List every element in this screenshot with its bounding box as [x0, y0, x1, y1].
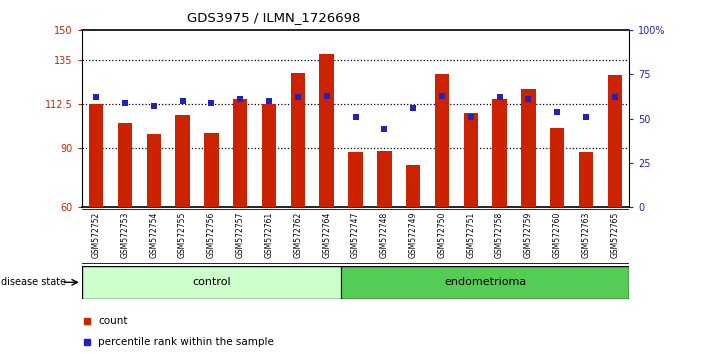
Bar [319, 54, 334, 207]
Text: GSM572764: GSM572764 [322, 212, 331, 258]
Text: GSM572750: GSM572750 [437, 212, 447, 258]
Text: GDS3975 / ILMN_1726698: GDS3975 / ILMN_1726698 [187, 11, 360, 24]
Bar [464, 113, 478, 207]
Bar [434, 74, 449, 207]
Bar [377, 151, 392, 207]
Text: control: control [192, 277, 231, 287]
Bar [262, 104, 277, 207]
Text: GSM572762: GSM572762 [294, 212, 302, 258]
Text: GSM572755: GSM572755 [178, 212, 187, 258]
Point [609, 95, 621, 100]
Point [321, 93, 332, 98]
Bar [521, 89, 535, 207]
Text: GSM572763: GSM572763 [582, 212, 591, 258]
Point [379, 126, 390, 132]
Point [205, 100, 217, 105]
Text: GSM572758: GSM572758 [495, 212, 504, 258]
Bar [579, 152, 593, 207]
Text: GSM572760: GSM572760 [552, 212, 562, 258]
Point [523, 96, 534, 102]
Bar [348, 152, 363, 207]
Bar [492, 99, 507, 207]
Text: endometrioma: endometrioma [444, 277, 526, 287]
Text: GSM572765: GSM572765 [610, 212, 619, 258]
Text: GSM572752: GSM572752 [92, 212, 101, 258]
Point [437, 93, 448, 98]
Point [407, 105, 419, 111]
Text: GSM572757: GSM572757 [236, 212, 245, 258]
Bar [608, 75, 622, 207]
Bar [341, 266, 629, 299]
Bar [204, 133, 219, 207]
Bar [82, 266, 341, 299]
Bar [550, 129, 565, 207]
Point [580, 114, 592, 120]
Text: GSM572751: GSM572751 [466, 212, 475, 258]
Text: GSM572749: GSM572749 [409, 212, 417, 258]
Text: percentile rank within the sample: percentile rank within the sample [98, 337, 274, 347]
Text: GSM572754: GSM572754 [149, 212, 159, 258]
Text: GSM572756: GSM572756 [207, 212, 216, 258]
Point [148, 103, 159, 109]
Point [119, 100, 131, 105]
Bar [233, 99, 247, 207]
Text: GSM572761: GSM572761 [264, 212, 274, 258]
Point [465, 114, 476, 120]
Bar [118, 122, 132, 207]
Bar [146, 134, 161, 207]
Point [90, 95, 102, 100]
Bar [291, 73, 305, 207]
Text: GSM572759: GSM572759 [524, 212, 533, 258]
Text: count: count [98, 316, 128, 326]
Text: GSM572753: GSM572753 [120, 212, 129, 258]
Point [494, 95, 506, 100]
Text: disease state: disease state [1, 277, 67, 287]
Point [177, 98, 188, 104]
Point [350, 114, 361, 120]
Point [235, 96, 246, 102]
Text: GSM572748: GSM572748 [380, 212, 389, 258]
Bar [176, 115, 190, 207]
Point [552, 109, 563, 114]
Bar [89, 104, 103, 207]
Point [292, 95, 304, 100]
Point [263, 98, 274, 104]
Text: GSM572747: GSM572747 [351, 212, 360, 258]
Bar [406, 165, 420, 207]
